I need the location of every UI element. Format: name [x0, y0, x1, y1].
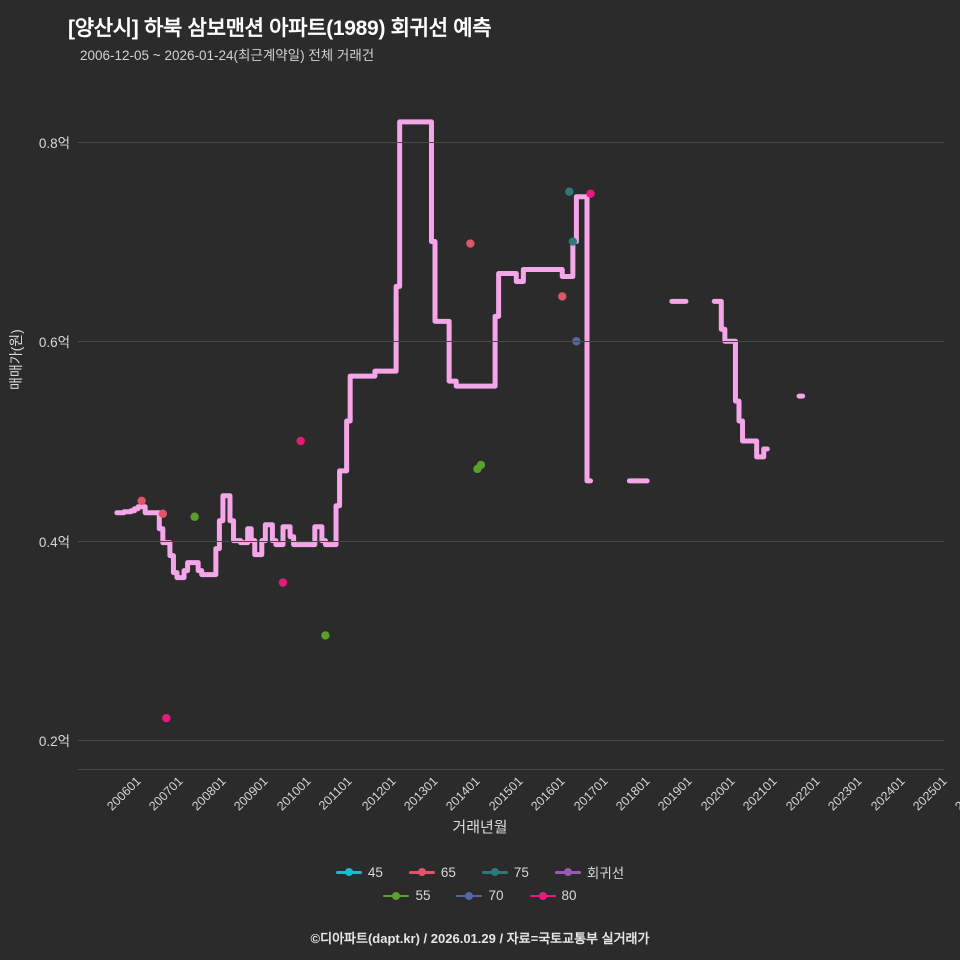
x-axis-tick-label: 201901 — [655, 774, 696, 814]
x-axis-tick-label: 202001 — [698, 774, 738, 814]
x-axis-tick-label: 201701 — [570, 774, 611, 814]
x-axis-tick-label: 202501 — [910, 774, 950, 814]
chart-legend: 45 65 75 회귀선 55 70 80 — [0, 862, 960, 903]
y-axis-tick-label: 0.6억 — [38, 335, 70, 351]
y-axis-tick-label: 0.8억 — [38, 135, 70, 151]
legend-item[interactable]: 45 — [335, 864, 383, 880]
x-axis-tick-label: 202101 — [740, 774, 780, 814]
x-axis-tick-label: 202201 — [782, 774, 823, 814]
scatter-point — [137, 496, 146, 505]
legend-item[interactable]: 65 — [408, 864, 456, 880]
legend-marker-icon — [383, 889, 410, 903]
legend-marker-icon — [335, 865, 362, 879]
legend-row: 45 65 75 회귀선 — [335, 862, 625, 882]
scatter-point — [568, 237, 578, 246]
x-axis-tick-label: 201201 — [358, 774, 399, 814]
x-axis-tick-label: 200601 — [104, 774, 144, 814]
y-axis-label: 매매가(원) — [8, 329, 24, 390]
legend-label: 70 — [488, 888, 504, 903]
scatter-point — [558, 292, 567, 301]
x-axis-tick-label: 201501 — [485, 774, 526, 814]
x-axis-tick-label: 200801 — [189, 774, 229, 814]
x-axis-tick-label: 201401 — [443, 774, 483, 814]
gridline — [78, 141, 944, 143]
x-axis-tick-label: 200901 — [231, 774, 271, 814]
legend-label: 45 — [367, 864, 383, 880]
legend-marker-icon — [554, 865, 581, 879]
scatter-point — [278, 578, 288, 587]
gridline — [78, 740, 944, 742]
scatter-point — [586, 189, 595, 198]
x-axis-tick-label: 201601 — [528, 774, 568, 814]
scatter-point — [476, 460, 486, 470]
legend-marker-icon — [408, 865, 435, 879]
scatter-point — [321, 631, 330, 640]
series-layer — [114, 119, 806, 723]
scatter-point — [190, 512, 199, 521]
x-axis-tick-label: 201101 — [316, 774, 355, 813]
scatter-point — [466, 239, 475, 248]
gridline — [78, 540, 944, 542]
legend-row: 55 70 80 — [383, 888, 577, 903]
page-title: [양산시] 하북 삼보맨션 아파트(1989) 회귀선 예측 — [68, 17, 492, 40]
legend-label: 80 — [561, 888, 577, 903]
y-axis-tick-label: 0.2억 — [38, 734, 70, 750]
scatter-point — [296, 436, 305, 446]
x-axis-line — [78, 769, 944, 770]
legend-item[interactable]: 회귀선 — [554, 862, 625, 882]
legend-label: 75 — [513, 864, 529, 880]
scatter-point — [565, 187, 574, 196]
legend-marker-icon — [456, 889, 483, 903]
gridline — [78, 341, 944, 343]
regression-line — [711, 298, 770, 460]
x-axis-tick-label: 201301 — [401, 774, 441, 814]
footer-credit: ©디아파트(dapt.kr) / 2026.01.29 / 자료=국토교통부 실… — [310, 931, 650, 946]
chart-subtitle: 2006-12-05 ~ 2026-01-24(최근계약일) 전체 거래건 — [80, 48, 375, 63]
legend-label: 회귀선 — [586, 866, 625, 881]
legend-label: 65 — [440, 864, 456, 880]
legend-label: 55 — [415, 888, 431, 903]
legend-item[interactable]: 55 — [383, 888, 430, 903]
x-axis-tick-label: 202401 — [867, 774, 908, 814]
legend-item[interactable]: 80 — [529, 888, 577, 903]
scatter-point — [572, 337, 581, 346]
legend-marker-icon — [529, 889, 556, 903]
regression-line — [114, 119, 594, 581]
scatter-point — [162, 713, 171, 723]
scatter-point — [158, 509, 168, 518]
legend-item[interactable]: 70 — [456, 888, 504, 903]
legend-item[interactable]: 75 — [481, 864, 529, 880]
x-axis-tick-label: 202301 — [825, 774, 865, 814]
x-axis-label: 거래년월 — [452, 819, 508, 836]
x-axis-tick-label: 202601 — [952, 774, 960, 814]
x-axis-tick-label: 201001 — [273, 774, 314, 814]
x-axis-tick-label: 200701 — [146, 774, 187, 814]
legend-marker-icon — [481, 865, 508, 879]
y-axis-tick-label: 0.4억 — [38, 534, 70, 550]
plot-area: 0.2억 0.4억 0.6억 0.8억 — [39, 92, 944, 770]
x-axis-tick-label: 201801 — [613, 774, 653, 814]
